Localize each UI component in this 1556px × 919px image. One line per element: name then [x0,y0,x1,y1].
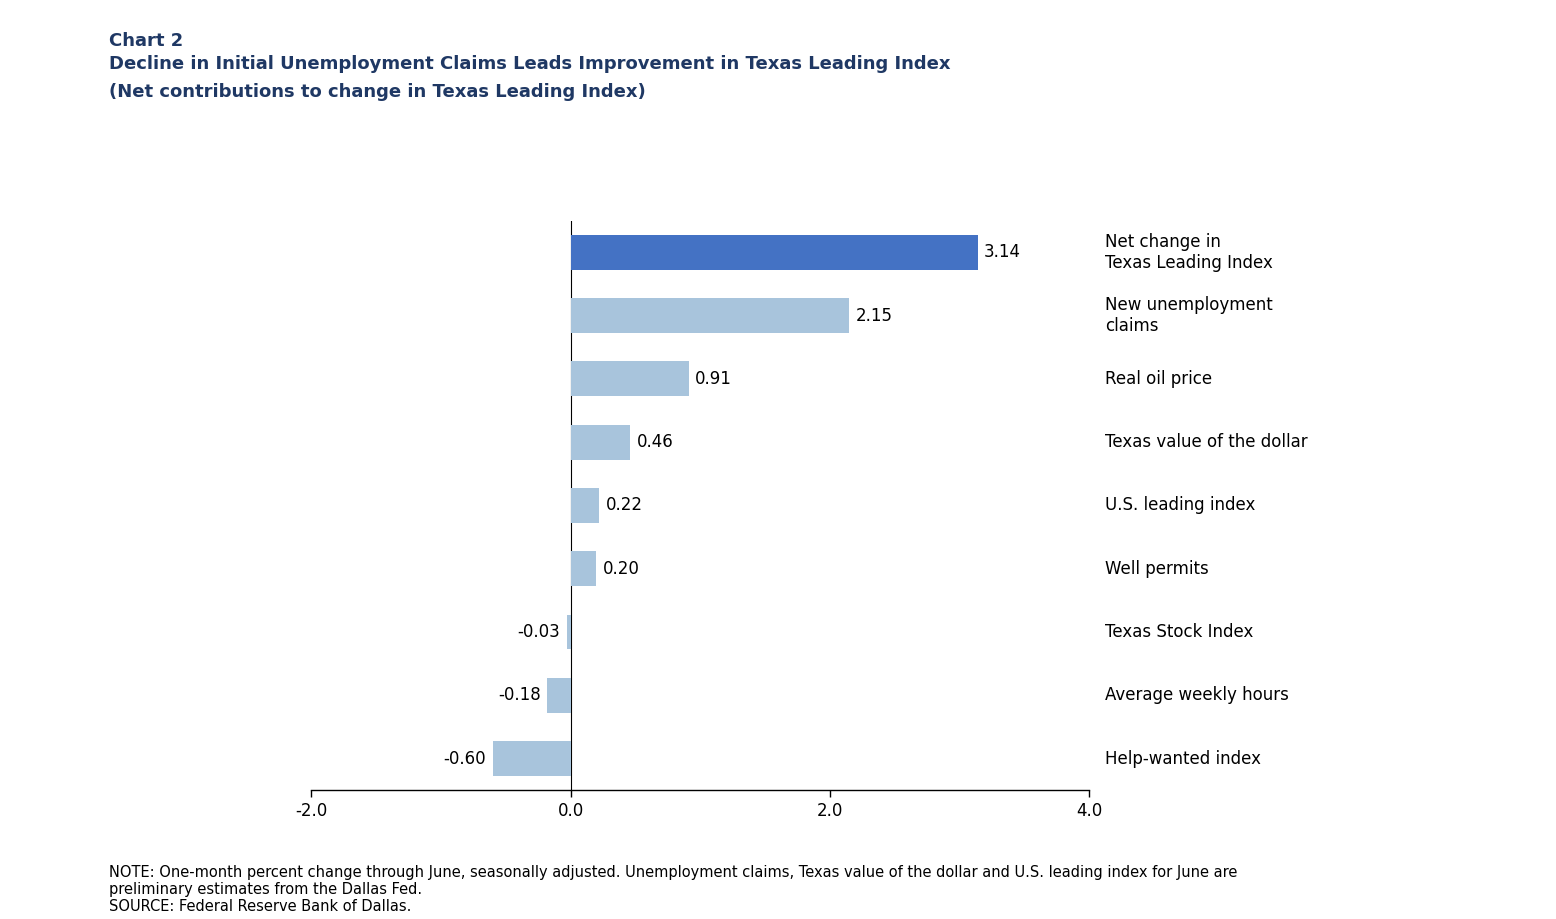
Bar [548,678,571,713]
Text: Net change in
Texas Leading Index: Net change in Texas Leading Index [1105,233,1273,272]
Text: New unemployment
claims: New unemployment claims [1105,296,1273,335]
Text: 0.20: 0.20 [602,560,640,578]
Bar [571,298,850,333]
Bar [493,742,571,776]
Bar [571,425,630,460]
Text: NOTE: One-month percent change through June, seasonally adjusted. Unemployment c: NOTE: One-month percent change through J… [109,865,1237,914]
Text: Help-wanted index: Help-wanted index [1105,750,1260,767]
Text: 0.22: 0.22 [605,496,643,515]
Text: (Net contributions to change in Texas Leading Index): (Net contributions to change in Texas Le… [109,83,646,101]
Text: Average weekly hours: Average weekly hours [1105,686,1288,704]
Bar [571,361,688,396]
Text: 0.91: 0.91 [696,369,731,388]
Text: 0.46: 0.46 [636,433,674,451]
Text: Texas value of the dollar: Texas value of the dollar [1105,433,1307,451]
Text: Decline in Initial Unemployment Claims Leads Improvement in Texas Leading Index: Decline in Initial Unemployment Claims L… [109,55,951,74]
Text: Well permits: Well permits [1105,560,1209,578]
Bar [571,234,977,269]
Text: Chart 2: Chart 2 [109,32,184,51]
Text: -0.60: -0.60 [443,750,485,767]
Bar [571,488,599,523]
Text: U.S. leading index: U.S. leading index [1105,496,1256,515]
Text: 2.15: 2.15 [856,307,893,324]
Bar [571,551,596,586]
Text: -0.18: -0.18 [498,686,541,704]
Bar [566,615,571,650]
Text: Real oil price: Real oil price [1105,369,1212,388]
Text: -0.03: -0.03 [518,623,560,641]
Text: 3.14: 3.14 [983,244,1021,261]
Text: Texas Stock Index: Texas Stock Index [1105,623,1253,641]
